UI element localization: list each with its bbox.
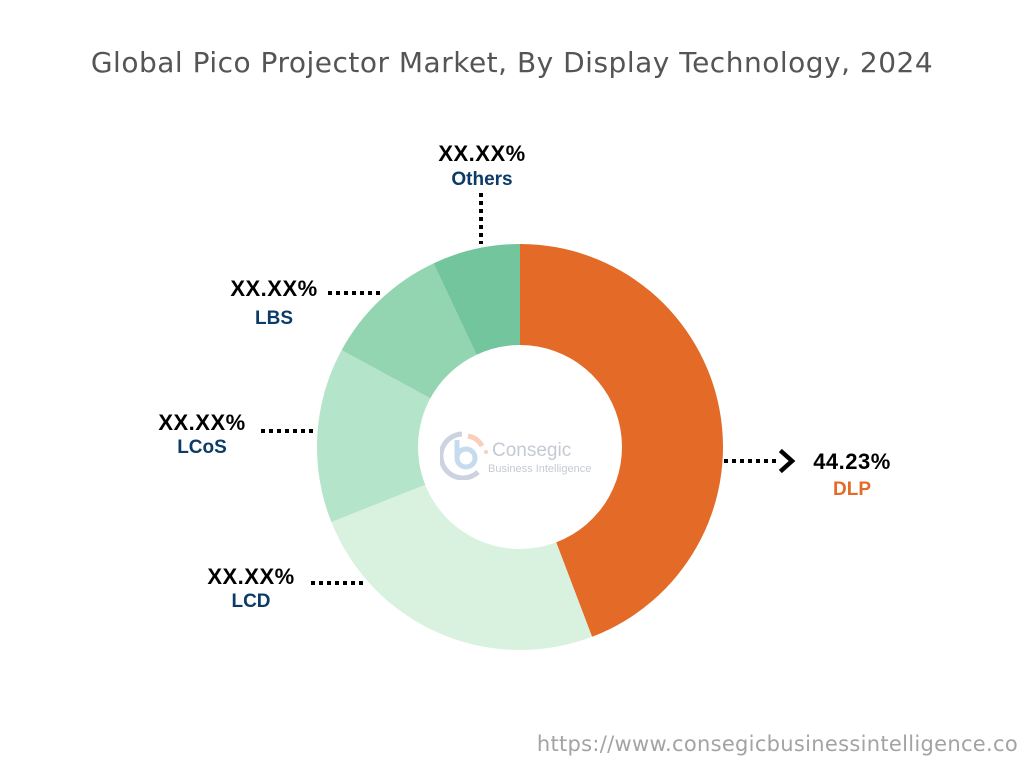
- slice-others: [433, 244, 520, 355]
- label-others-value: XX.XX%: [438, 141, 526, 166]
- chart-title: Global Pico Projector Market, By Display…: [90, 46, 934, 79]
- label-lbs-value: XX.XX%: [230, 276, 318, 301]
- donut-slices: [317, 244, 723, 650]
- logo-tagline: Business Intelligence: [488, 463, 592, 475]
- source-url: https://www.consegicbusinessintelligence…: [536, 732, 1018, 756]
- label-lcos-name: LCoS: [177, 437, 227, 458]
- leader-lines: [261, 193, 778, 585]
- label-lcd-value: XX.XX%: [207, 564, 295, 589]
- slice-lbs: [341, 263, 477, 399]
- label-dlp-name: DLP: [833, 479, 871, 500]
- label-lcd: XX.XX% LCD: [199, 564, 303, 612]
- label-lbs-name: LBS: [255, 308, 293, 329]
- label-lbs: XX.XX% LBS: [222, 276, 326, 329]
- logo-name: Consegic: [492, 440, 572, 461]
- consegic-logo-icon: [440, 431, 488, 480]
- slice-lcos: [317, 350, 431, 523]
- arrow-icon: [778, 448, 796, 474]
- label-others: XX.XX% Others: [432, 141, 532, 190]
- slice-lcd: [331, 484, 593, 650]
- label-dlp-value: 44.23%: [813, 449, 891, 474]
- label-lcd-name: LCD: [231, 591, 271, 612]
- label-dlp: 44.23% DLP: [800, 449, 904, 500]
- label-others-name: Others: [451, 169, 513, 190]
- consegic-logo: Consegic Business Intelligence: [440, 430, 610, 480]
- label-lcos: XX.XX% LCoS: [150, 410, 254, 458]
- label-lcos-value: XX.XX%: [158, 410, 246, 435]
- slice-dlp: [520, 244, 723, 637]
